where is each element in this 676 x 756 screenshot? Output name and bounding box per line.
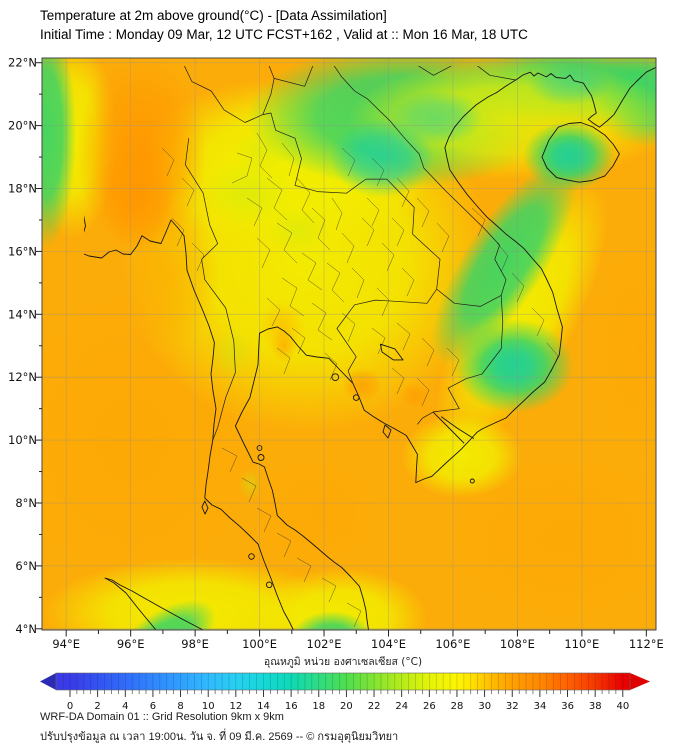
lon-tick-label: 112°E [629, 637, 664, 651]
page-title: Temperature at 2m above ground(°C) - [Da… [40, 8, 387, 23]
lat-tick-label: 12°N [8, 370, 37, 384]
lon-tick-label: 106°E [435, 637, 470, 651]
country-borders [184, 66, 516, 441]
lon-tick-label: 108°E [500, 637, 535, 651]
footer-domain-info: WRF-DA Domain 01 :: Grid Resolution 9km … [40, 711, 284, 723]
cb-tick-label: 8 [177, 701, 183, 712]
cb-tick-label: 10 [202, 701, 215, 712]
lat-tick-label: 16°N [8, 244, 37, 258]
cb-tick-label: 4 [122, 701, 128, 712]
cb-tick-label: 36 [561, 701, 574, 712]
footer-update-info: ปรับปรุงข้อมูล ณ เวลา 19:00น. วัน จ. ที่… [40, 731, 399, 743]
province-borders [161, 132, 559, 628]
temperature-map: 22°N 20°N 18°N 16°N 14°N 12°N 10°N 8°N 6… [8, 56, 664, 651]
colorbar-right-arrow [630, 673, 650, 690]
lat-tick-label: 22°N [8, 56, 37, 70]
colorbar-left-arrow [40, 673, 56, 690]
cb-tick-label: 14 [257, 701, 270, 712]
colorbar-label: อุณหภูมิ หน่วย องศาเซลเซียส (°C) [264, 655, 422, 668]
temperature-field [42, 58, 656, 630]
cb-tick-label: 6 [150, 701, 156, 712]
lat-tick-label: 8°N [15, 496, 37, 510]
lat-tick-label: 10°N [8, 433, 37, 447]
map-frame [41, 57, 657, 631]
lon-tick-label: 100°E [242, 637, 277, 651]
cb-tick-label: 24 [395, 701, 408, 712]
cb-tick-label: 34 [534, 701, 547, 712]
graticule [42, 58, 656, 630]
latitude-axis-labels: 22°N 20°N 18°N 16°N 14°N 12°N 10°N 8°N 6… [8, 56, 37, 636]
cb-tick-label: 12 [230, 701, 243, 712]
cb-tick-label: 32 [506, 701, 519, 712]
forecast-time-subtitle: Initial Time : Monday 09 Mar, 12 UTC FCS… [40, 27, 528, 42]
cb-tick-label: 2 [94, 701, 100, 712]
colorbar-outline [55, 672, 631, 691]
lat-tick-label: 4°N [15, 622, 37, 636]
cb-tick-label: 0 [67, 701, 73, 712]
cb-tick-label: 20 [340, 701, 353, 712]
cb-tick-label: 26 [423, 701, 436, 712]
lon-tick-label: 104°E [371, 637, 406, 651]
cb-tick-label: 18 [312, 701, 325, 712]
colorbar-gradient [56, 673, 630, 690]
lon-tick-label: 98°E [181, 637, 209, 651]
cb-tick-label: 38 [589, 701, 602, 712]
lon-tick-label: 96°E [117, 637, 145, 651]
cb-tick-label: 40 [617, 701, 630, 712]
lon-tick-label: 102°E [307, 637, 342, 651]
cb-tick-label: 16 [285, 701, 298, 712]
lat-tick-label: 20°N [8, 119, 37, 133]
lat-tick-label: 6°N [15, 559, 37, 573]
colorbar-tick-labels: 0 2 4 6 8 10 12 14 16 18 20 22 24 26 28 … [67, 701, 629, 712]
cb-tick-label: 28 [451, 701, 464, 712]
coastlines [84, 66, 657, 631]
axis-ticks [36, 62, 647, 637]
colorbar-ticks [62, 673, 624, 697]
longitude-axis-labels: 94°E 96°E 98°E 100°E 102°E 104°E 106°E 1… [52, 637, 663, 651]
lat-tick-label: 18°N [8, 182, 37, 196]
lon-tick-label: 94°E [52, 637, 80, 651]
lat-tick-label: 14°N [8, 307, 37, 321]
cb-tick-label: 22 [368, 701, 381, 712]
lon-tick-label: 110°E [564, 637, 599, 651]
cb-tick-label: 30 [478, 701, 491, 712]
colorbar: อุณหภูมิ หน่วย องศาเซลเซียส (°C) 0 2 4 6… [40, 655, 650, 712]
